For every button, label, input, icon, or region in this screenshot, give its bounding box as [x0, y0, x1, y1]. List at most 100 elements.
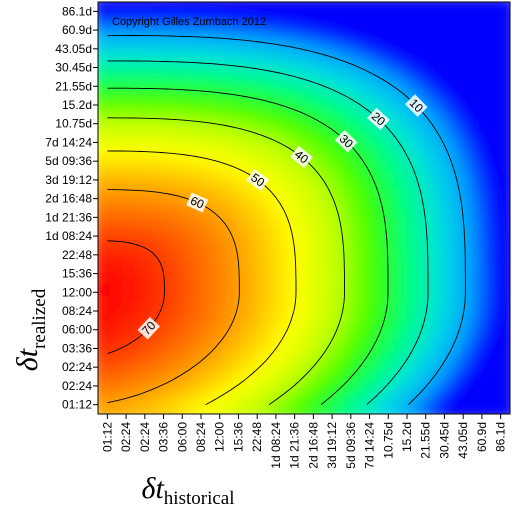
heatmap-cell	[478, 108, 486, 115]
heatmap-cell	[297, 232, 305, 240]
heatmap-cell	[322, 201, 330, 209]
heatmap-cell	[191, 114, 199, 122]
heatmap-cell	[322, 232, 330, 240]
heatmap-cell	[154, 370, 162, 378]
heatmap-cell	[460, 183, 467, 190]
heatmap-cell	[179, 20, 186, 28]
heatmap-cell	[353, 176, 361, 184]
heatmap-cell	[341, 45, 349, 53]
heatmap-cell	[422, 239, 430, 247]
heatmap-cell	[210, 289, 218, 296]
heatmap-cell	[291, 214, 299, 222]
heatmap-cell	[279, 201, 286, 209]
heatmap-cell	[478, 33, 486, 41]
heatmap-cell	[197, 170, 205, 178]
heatmap-cell	[179, 395, 186, 403]
y-tick-label: 02:24	[62, 379, 92, 393]
heatmap-cell	[260, 232, 268, 240]
heatmap-cell	[285, 2, 293, 9]
heatmap-cell	[460, 314, 467, 321]
heatmap-cell	[372, 407, 380, 414]
heatmap-cell	[497, 108, 505, 115]
heatmap-cell	[347, 320, 355, 328]
heatmap-cell	[472, 139, 480, 147]
heatmap-cell	[185, 139, 193, 147]
heatmap-cell	[491, 239, 499, 247]
heatmap-cell	[416, 58, 424, 66]
heatmap-cell	[254, 20, 261, 28]
heatmap-cell	[391, 332, 399, 340]
heatmap-cell	[235, 45, 243, 53]
heatmap-cell	[453, 58, 461, 66]
heatmap-cell	[460, 351, 467, 359]
heatmap-cell	[503, 145, 510, 153]
heatmap-cell	[478, 133, 486, 140]
heatmap-cell	[129, 108, 137, 115]
heatmap-cell	[347, 282, 355, 290]
heatmap-cell	[385, 407, 392, 414]
heatmap-cell	[391, 245, 399, 253]
heatmap-cell	[435, 314, 442, 321]
heatmap-cell	[204, 239, 211, 247]
heatmap-cell	[204, 151, 211, 159]
heatmap-cell	[291, 20, 299, 28]
heatmap-cell	[216, 95, 224, 103]
heatmap-cell	[191, 320, 199, 328]
heatmap-cell	[435, 370, 442, 378]
heatmap-cell	[222, 314, 230, 321]
heatmap-cell	[466, 264, 474, 272]
heatmap-cell	[222, 326, 230, 334]
heatmap-cell	[472, 226, 480, 234]
heatmap-cell	[403, 326, 411, 334]
heatmap-cell	[435, 120, 442, 128]
heatmap-cell	[160, 151, 168, 159]
heatmap-cell	[260, 314, 268, 321]
heatmap-cell	[272, 332, 280, 340]
heatmap-cell	[297, 108, 305, 115]
heatmap-cell	[247, 239, 255, 247]
heatmap-cell	[172, 26, 180, 34]
heatmap-cell	[129, 339, 137, 346]
heatmap-cell	[410, 376, 417, 384]
heatmap-cell	[229, 382, 236, 390]
heatmap-cell	[235, 370, 243, 378]
heatmap-cell	[366, 282, 374, 290]
heatmap-cell	[160, 364, 168, 371]
heatmap-cell	[503, 245, 510, 253]
heatmap-cell	[428, 39, 436, 47]
heatmap-cell	[247, 89, 255, 97]
heatmap-cell	[222, 51, 230, 59]
heatmap-cell	[460, 176, 467, 184]
heatmap-cell	[110, 101, 118, 109]
heatmap-cell	[497, 339, 505, 346]
heatmap-cell	[154, 301, 162, 309]
heatmap-cell	[204, 133, 211, 140]
heatmap-cell	[347, 226, 355, 234]
heatmap-cell	[179, 164, 186, 172]
heatmap-cell	[485, 208, 492, 215]
heatmap-cell	[372, 220, 380, 228]
heatmap-cell	[460, 8, 467, 16]
heatmap-cell	[447, 83, 455, 90]
heatmap-cell	[160, 133, 168, 140]
heatmap-cell	[491, 382, 499, 390]
heatmap-cell	[297, 164, 305, 172]
heatmap-cell	[141, 239, 149, 247]
heatmap-cell	[304, 232, 311, 240]
heatmap-cell	[310, 320, 318, 328]
heatmap-cell	[116, 326, 124, 334]
heatmap-cell	[104, 208, 112, 215]
heatmap-cell	[466, 76, 474, 84]
heatmap-cell	[485, 126, 492, 134]
heatmap-cell	[154, 314, 162, 321]
heatmap-cell	[185, 326, 193, 334]
x-tick-label: 08:24	[194, 422, 208, 452]
heatmap-cell	[316, 407, 324, 414]
heatmap-cell	[497, 145, 505, 153]
heatmap-cell	[341, 120, 349, 128]
heatmap-cell	[185, 120, 193, 128]
heatmap-cell	[472, 126, 480, 134]
heatmap-cell	[266, 370, 274, 378]
heatmap-cell	[460, 108, 467, 115]
heatmap-cell	[453, 220, 461, 228]
